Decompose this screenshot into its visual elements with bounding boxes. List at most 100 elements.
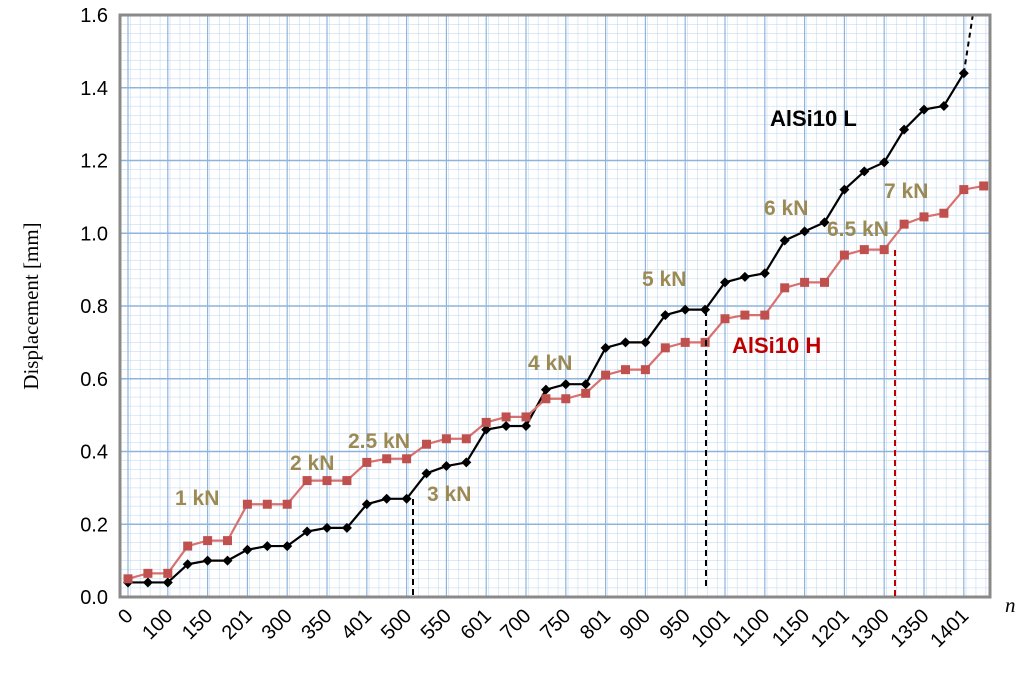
x-tick-label: 750 xyxy=(536,605,575,644)
point xyxy=(182,559,193,570)
point xyxy=(401,493,412,504)
point xyxy=(262,499,272,509)
point xyxy=(799,226,810,237)
point xyxy=(859,245,869,255)
x-tick-label: 1300 xyxy=(847,605,894,652)
point xyxy=(959,185,969,195)
point xyxy=(242,544,253,555)
y-tick-label: 1.4 xyxy=(80,78,108,100)
point xyxy=(919,104,929,115)
point xyxy=(143,568,153,578)
annotation: 4 kN xyxy=(528,352,572,375)
annotation: 3 kN xyxy=(427,483,471,506)
point xyxy=(322,476,332,486)
x-tick-label: 601 xyxy=(457,605,496,644)
point xyxy=(381,493,392,504)
point xyxy=(581,388,591,398)
x-tick-label: 0 xyxy=(114,605,137,628)
x-tick-label: 300 xyxy=(258,605,297,644)
point xyxy=(540,384,551,395)
point xyxy=(739,271,750,282)
point xyxy=(302,526,313,537)
point xyxy=(162,577,173,588)
point xyxy=(601,370,611,380)
point xyxy=(680,304,691,315)
point xyxy=(402,454,412,464)
annotation: 5 kN xyxy=(642,268,686,291)
y-tick-label: 0.6 xyxy=(80,369,108,391)
point xyxy=(541,394,551,404)
x-tick-label: 801 xyxy=(576,605,615,644)
point xyxy=(958,68,969,79)
y-tick-label: 0.2 xyxy=(80,514,108,536)
point xyxy=(680,337,690,347)
point xyxy=(600,342,611,353)
x-tick-label: 1150 xyxy=(768,605,814,651)
point xyxy=(322,522,332,533)
point xyxy=(780,283,790,293)
point xyxy=(481,424,492,435)
annotation: 1 kN xyxy=(175,487,219,510)
y-tick-label: 1.0 xyxy=(80,223,108,245)
point xyxy=(660,343,670,353)
point xyxy=(899,124,910,135)
point xyxy=(938,100,949,111)
point xyxy=(879,157,890,168)
series-label: AlSi10 H xyxy=(732,333,821,358)
x-tick-label: 550 xyxy=(417,605,456,644)
y-axis-label: Displacement [mm] xyxy=(19,222,43,389)
point xyxy=(759,268,770,279)
y-tick-label: 0.0 xyxy=(80,587,108,609)
x-tick-label: 900 xyxy=(616,605,655,644)
point xyxy=(461,434,471,444)
point xyxy=(560,379,571,390)
point xyxy=(859,166,870,177)
point xyxy=(422,439,431,449)
point xyxy=(899,219,909,229)
x-tick-label: 700 xyxy=(496,605,535,644)
point xyxy=(979,181,989,191)
point xyxy=(720,277,730,288)
point xyxy=(621,365,630,375)
point xyxy=(123,574,133,584)
point xyxy=(421,468,432,479)
point xyxy=(183,541,193,551)
x-tick-label: 350 xyxy=(297,605,336,644)
point xyxy=(441,434,451,444)
annotation: 6.5 kN xyxy=(827,218,889,241)
point xyxy=(163,568,173,578)
x-tick-label: 100 xyxy=(138,605,177,644)
x-tick-label: 500 xyxy=(377,605,416,644)
point xyxy=(342,476,352,486)
series-label: AlSi10 L xyxy=(770,106,857,131)
x-tick-label: 1201 xyxy=(807,605,854,652)
extension-line xyxy=(962,14,974,74)
point xyxy=(362,457,372,467)
x-tick-label: 401 xyxy=(337,605,376,644)
x-tick-label: 1001 xyxy=(688,605,735,652)
point xyxy=(800,277,810,287)
point xyxy=(640,365,650,375)
point xyxy=(461,457,472,468)
point xyxy=(640,337,651,348)
point xyxy=(760,310,770,320)
point xyxy=(820,277,829,287)
point xyxy=(282,541,293,552)
point xyxy=(361,499,372,510)
marks xyxy=(123,14,989,588)
point xyxy=(580,379,591,390)
point xyxy=(521,412,531,422)
point xyxy=(262,541,273,552)
point xyxy=(939,208,949,218)
x-tick-label: 201 xyxy=(218,605,257,644)
x-tick-label: 1401 xyxy=(926,605,973,652)
point xyxy=(282,499,292,509)
point xyxy=(222,555,233,566)
plot-border xyxy=(118,13,992,599)
point xyxy=(501,412,511,422)
x-tick-label: 1100 xyxy=(728,605,774,651)
point xyxy=(302,476,312,486)
point xyxy=(819,217,830,228)
point xyxy=(779,235,790,246)
